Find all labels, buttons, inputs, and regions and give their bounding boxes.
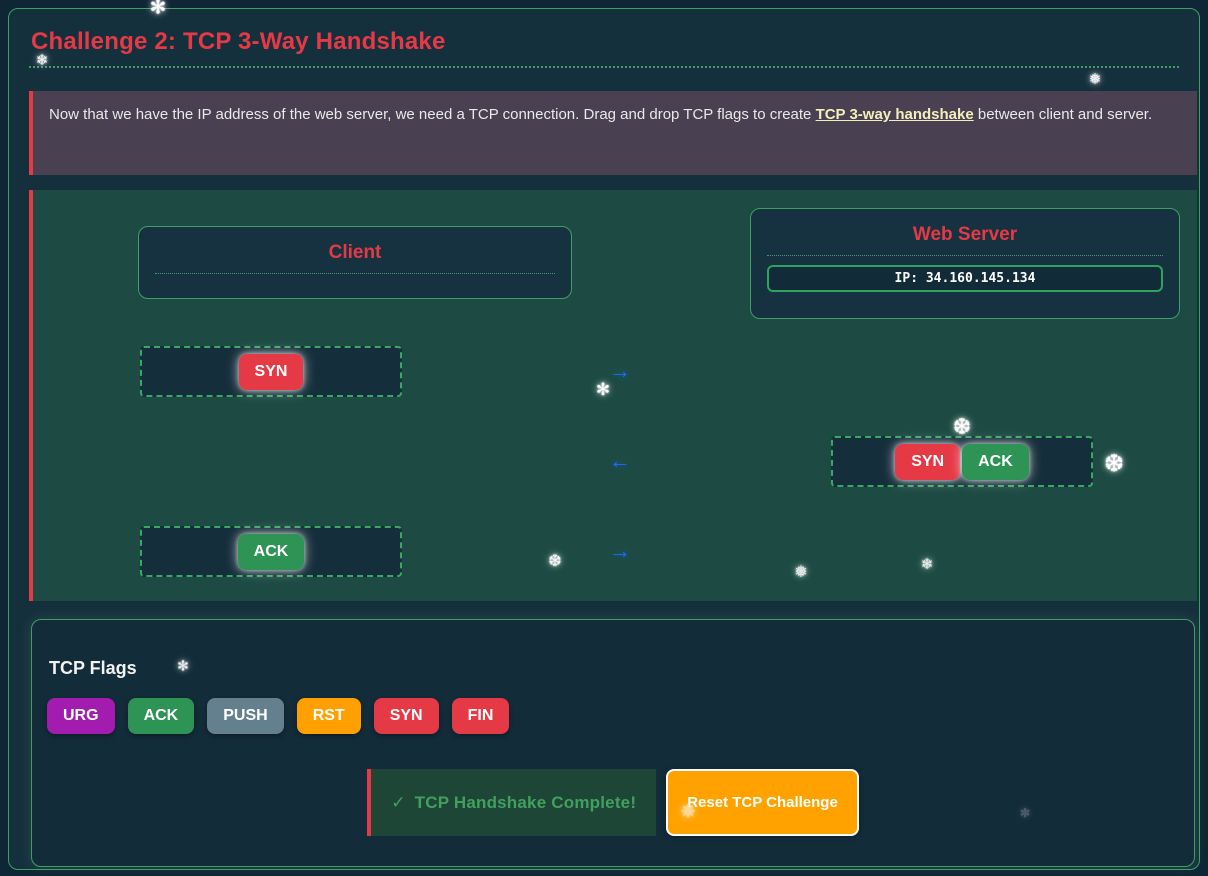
status-text: TCP Handshake Complete!	[414, 792, 637, 812]
drop-zone-syn[interactable]: SYN	[140, 346, 402, 397]
checkmark-icon: ✓	[391, 792, 406, 812]
flag-chip-rst[interactable]: RST	[296, 698, 361, 734]
arrow-left-icon: ←	[609, 448, 631, 473]
reset-challenge-button[interactable]: Reset TCP Challenge	[666, 769, 859, 836]
placed-flag-syn[interactable]: SYN	[895, 443, 961, 480]
placed-flag-ack[interactable]: ACK	[237, 533, 305, 570]
flag-chip-urg[interactable]: URG	[47, 698, 115, 734]
client-box: Client	[138, 226, 572, 299]
server-box: Web Server IP: 34.160.145.134	[750, 208, 1180, 319]
title-divider	[29, 66, 1179, 68]
handshake-status: ✓ TCP Handshake Complete!	[367, 769, 657, 836]
client-divider	[155, 273, 555, 274]
instructions-box: Now that we have the IP address of the w…	[29, 91, 1197, 175]
server-ip-label: IP: 34.160.145.134	[767, 265, 1163, 292]
arrow-right-icon: →	[609, 538, 631, 563]
instructions-text-after: between client and server.	[973, 106, 1153, 123]
handshake-area: Client Web Server IP: 34.160.145.134 SYN…	[29, 190, 1197, 601]
tcp-flags-panel: TCP Flags URG ACK PUSH RST SYN FIN ✓ TCP…	[31, 619, 1195, 867]
drop-zone-syn-ack[interactable]: SYN ACK	[831, 436, 1093, 487]
handshake-link[interactable]: TCP 3-way handshake	[815, 106, 974, 123]
challenge-card: Challenge 2: TCP 3-Way Handshake Now tha…	[8, 8, 1200, 870]
flag-palette: URG ACK PUSH RST SYN FIN	[47, 698, 510, 734]
arrow-right-icon: →	[609, 358, 631, 383]
flag-chip-fin[interactable]: FIN	[451, 698, 510, 734]
server-divider	[767, 255, 1163, 256]
page-title: Challenge 2: TCP 3-Way Handshake	[31, 28, 446, 55]
client-title: Client	[328, 242, 382, 263]
instructions-text: Now that we have the IP address of the w…	[49, 106, 816, 123]
flag-chip-syn[interactable]: SYN	[373, 698, 439, 734]
server-title: Web Server	[912, 224, 1018, 245]
placed-flag-ack[interactable]: ACK	[962, 443, 1029, 480]
flag-chip-ack[interactable]: ACK	[127, 698, 195, 734]
placed-flag-syn[interactable]: SYN	[238, 353, 304, 390]
tcp-flags-heading: TCP Flags	[49, 658, 137, 678]
flag-chip-push[interactable]: PUSH	[207, 698, 284, 734]
panel-footer: ✓ TCP Handshake Complete! Reset TCP Chal…	[32, 769, 1194, 836]
drop-zone-ack[interactable]: ACK	[140, 526, 402, 577]
